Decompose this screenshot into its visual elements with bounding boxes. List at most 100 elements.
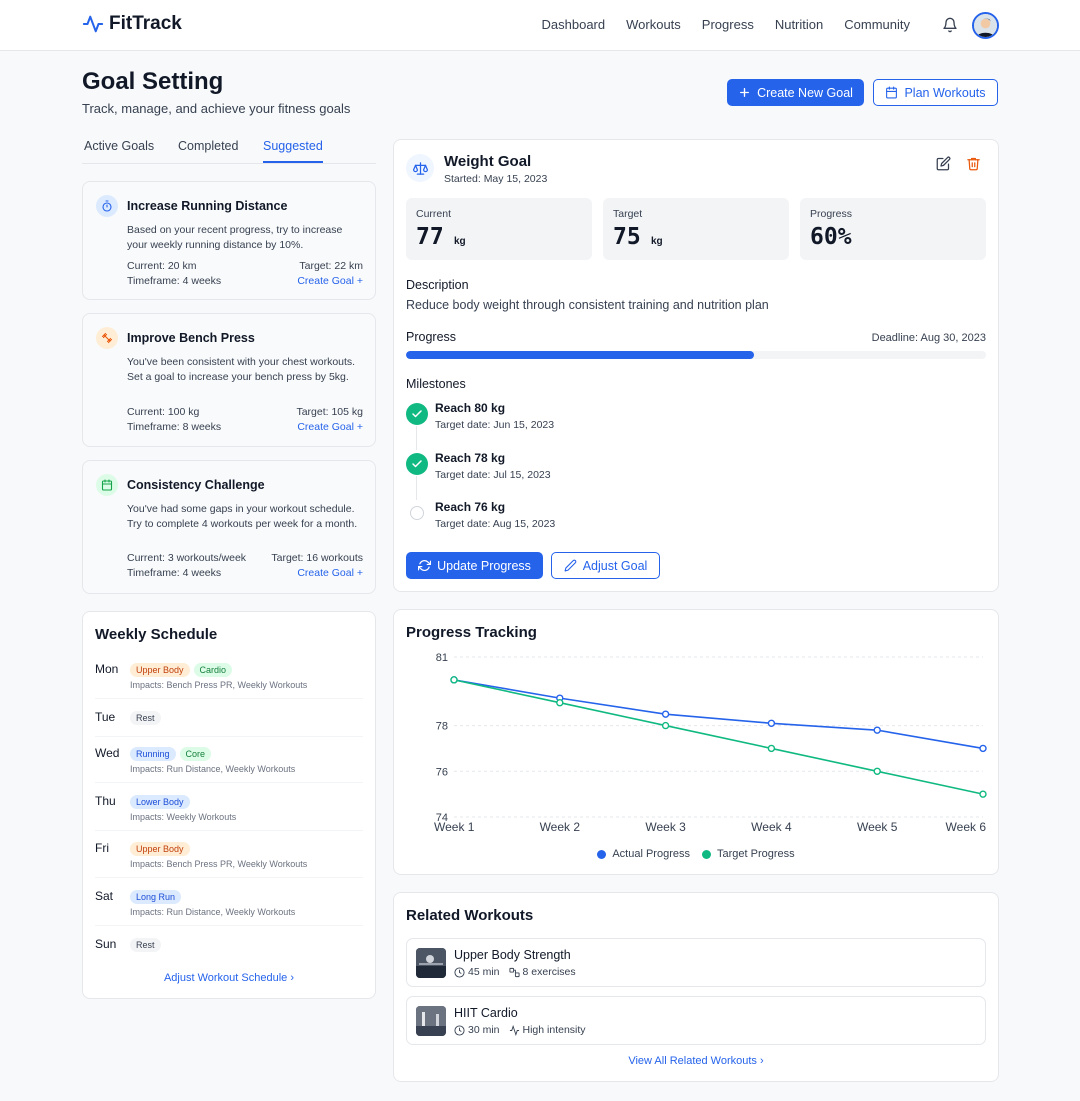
x-tick-label: Week 4 [751, 820, 792, 834]
schedule-divider [95, 736, 363, 737]
nav-links: Dashboard Workouts Progress Nutrition Co… [521, 17, 910, 32]
milestones-heading: Milestones [406, 377, 466, 391]
progress-stat: Progress 60% [800, 198, 986, 260]
create-new-goal-button[interactable]: Create New Goal [727, 79, 864, 106]
related-workouts-card: Related Workouts Upper Body Strength 45 … [393, 892, 999, 1082]
adjust-workout-schedule-link[interactable]: Adjust Workout Schedule › [163, 972, 295, 984]
create-goal-link[interactable]: Create Goal + [297, 275, 363, 287]
adjust-goal-button[interactable]: Adjust Goal [551, 552, 660, 579]
related-workout-item[interactable]: HIIT Cardio 30 min High intensity [406, 996, 986, 1045]
data-point[interactable] [661, 721, 670, 730]
tab-suggested[interactable]: Suggested [263, 139, 323, 163]
suggestion-card: Consistency Challenge You've had some ga… [82, 460, 376, 594]
description-heading: Description [406, 278, 469, 292]
data-point[interactable] [767, 719, 776, 727]
data-point[interactable] [873, 726, 881, 734]
x-tick-label: Week 3 [645, 820, 686, 834]
suggestion-card: Improve Bench Press You've been consiste… [82, 313, 376, 447]
schedule-day: Sun [95, 937, 117, 951]
series-line-target [453, 679, 984, 795]
workout-intensity: High intensity [522, 1024, 586, 1036]
plan-workouts-label: Plan Workouts [904, 85, 986, 100]
workout-tag: Rest [130, 711, 161, 725]
nav-workouts[interactable]: Workouts [626, 17, 681, 32]
weekly-schedule-title: Weekly Schedule [95, 626, 218, 643]
create-goal-link[interactable]: Create Goal + [297, 567, 363, 579]
plan-workouts-button[interactable]: Plan Workouts [873, 79, 998, 106]
refresh-icon [418, 560, 432, 571]
tab-active-goals[interactable]: Active Goals [84, 139, 155, 153]
goal-start-date: Started: May 15, 2023 [444, 173, 548, 185]
workout-tag: Running [130, 747, 176, 761]
calendar-icon [886, 86, 898, 99]
progress-chart: 74 76 78 81 Week 1 Week 2 Week 3 Week 4 Week 5 We… [434, 652, 987, 834]
data-point[interactable] [873, 767, 881, 775]
view-all-related-workouts-link[interactable]: View All Related Workouts › [628, 1055, 764, 1067]
page-title: Goal Setting [82, 68, 224, 95]
create-new-goal-label: Create New Goal [757, 85, 853, 100]
user-avatar-icon [974, 14, 997, 37]
legend-target: Target Progress [702, 848, 795, 860]
nav-progress[interactable]: Progress [701, 17, 754, 32]
check-icon [406, 453, 428, 475]
page-subtitle: Track, manage, and achieve your fitness … [82, 101, 351, 116]
activity-icon [509, 1024, 519, 1036]
goal-tabs: Active Goals Completed Suggested [82, 130, 376, 164]
deadline: Deadline: Aug 30, 2023 [871, 332, 986, 344]
schedule-day: Mon [95, 662, 119, 676]
create-goal-link[interactable]: Create Goal + [297, 421, 363, 433]
workout-tag: Long Run [130, 890, 182, 904]
edit-icon[interactable] [936, 156, 951, 171]
workout-duration: 30 min [468, 1024, 500, 1036]
progress-tracking-card: Progress Tracking 74 76 78 81 Week 1 Week 2 We… [393, 609, 999, 875]
update-progress-button[interactable]: Update Progress [406, 552, 543, 579]
suggestion-target: Target: 22 km [299, 260, 363, 272]
trash-icon[interactable] [966, 156, 981, 171]
workout-tag: Cardio [193, 663, 233, 677]
data-point[interactable] [450, 676, 458, 684]
suggestion-timeframe: Timeframe: 4 weeks [127, 275, 222, 287]
workout-meta: 45 min 8 exercises [454, 966, 576, 978]
suggestion-current: Current: 100 kg [127, 406, 200, 418]
pending-circle-icon [410, 506, 424, 520]
suggestion-target: Target: 105 kg [296, 406, 363, 418]
workout-duration: 45 min [468, 966, 500, 978]
weekly-schedule-card: Weekly Schedule Mon Upper Body Cardio Impac… [82, 611, 376, 999]
avatar[interactable] [972, 12, 999, 39]
data-point[interactable] [979, 790, 987, 798]
milestone-date: Target date: Jul 15, 2023 [435, 469, 551, 481]
nav-community[interactable]: Community [844, 17, 910, 32]
workout-exercises: 8 exercises [522, 966, 576, 978]
schedule-impact: Impacts: Bench Press PR, Weekly Workouts [130, 680, 308, 690]
target-unit: kg [651, 236, 663, 247]
schedule-divider [95, 877, 363, 878]
x-tick-label: Week 6 [946, 820, 987, 834]
workout-thumbnail [416, 948, 446, 978]
pulse-logo-icon [82, 15, 104, 33]
schedule-divider [95, 782, 363, 783]
tab-completed[interactable]: Completed [178, 139, 239, 153]
schedule-divider [95, 698, 363, 699]
x-tick-label: Week 2 [540, 820, 581, 834]
goal-title: Weight Goal [444, 153, 532, 170]
nav-dashboard[interactable]: Dashboard [541, 17, 606, 32]
nav-nutrition[interactable]: Nutrition [774, 17, 824, 32]
suggestion-description: Based on your recent progress, try to in… [127, 224, 343, 251]
bell-icon[interactable] [942, 16, 958, 34]
data-point[interactable] [661, 710, 670, 718]
progress-bar [406, 351, 986, 359]
data-point[interactable] [556, 699, 564, 707]
schedule-divider [95, 925, 363, 926]
milestone-title: Reach 80 kg [435, 401, 506, 415]
current-value: 77 [416, 224, 444, 250]
data-point[interactable] [767, 744, 776, 753]
milestone-title: Reach 76 kg [435, 500, 506, 514]
suggestion-current: Current: 20 km [127, 260, 197, 272]
related-workout-item[interactable]: Upper Body Strength 45 min 8 exercises [406, 938, 986, 987]
schedule-day: Wed [95, 746, 120, 760]
brand-name: FitTrack [109, 13, 182, 34]
brand[interactable]: FitTrack [82, 13, 182, 35]
data-point[interactable] [979, 744, 987, 753]
schedule-day: Thu [95, 794, 116, 808]
progress-bar-fill [406, 351, 754, 359]
